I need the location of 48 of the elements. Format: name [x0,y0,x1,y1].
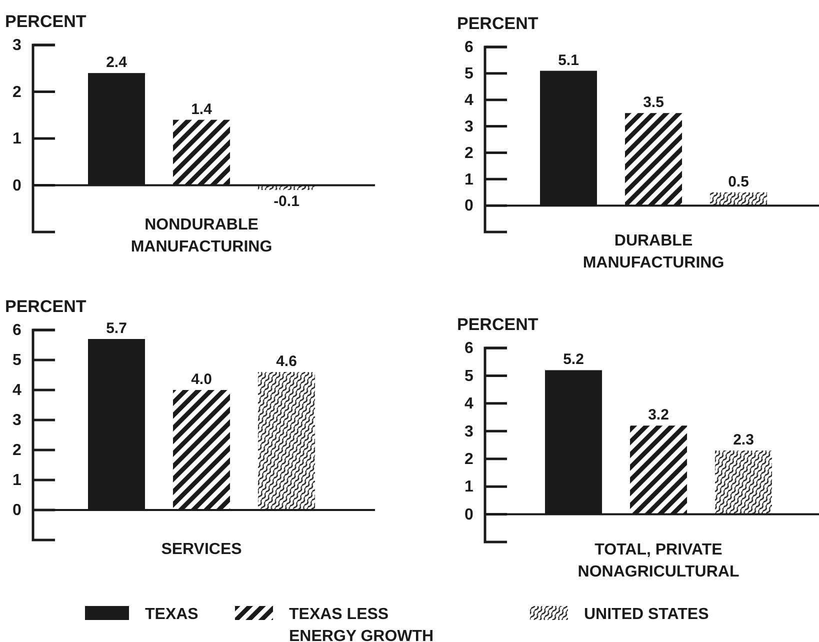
y-tick-label: 5 [464,368,474,385]
y-tick-label: 5 [464,66,474,83]
legend-label: TEXAS [145,606,199,623]
y-tick-label: 3 [12,37,22,54]
y-tick-label: 2 [464,144,474,162]
y-tick-label: 0 [12,502,22,520]
data-label: 5.1 [558,52,579,69]
y-tick-label: 2 [464,450,474,468]
y-axis-title: PERCENT [457,315,539,334]
x-axis-title: SERVICES [161,541,242,558]
data-label: 3.2 [648,406,669,424]
y-axis-title: PERCENT [5,12,87,31]
y-tick-label: 5 [12,352,22,370]
y-tick-label: 0 [12,177,22,194]
data-label: 5.7 [106,320,127,337]
y-tick-label: 3 [12,412,22,430]
y-tick-label: 1 [12,472,22,490]
y-tick-label: 4 [464,396,474,413]
y-tick-label: 6 [464,340,474,358]
y-tick-label: 1 [12,130,22,148]
y-tick-label: 2 [12,442,22,460]
y-tick-label: 0 [464,198,474,215]
data-label: 2.3 [733,432,754,449]
data-label: 5.2 [563,351,584,368]
data-label: 4.6 [276,353,297,370]
y-axis-title: PERCENT [457,14,539,33]
y-tick-label: 4 [12,382,22,400]
data-label: -0.1 [274,192,300,210]
x-axis-title: DURABLE MANUFACTURING [582,232,724,272]
y-tick-label: 3 [464,423,474,440]
y-tick-label: 6 [464,39,474,56]
data-label: 2.4 [106,54,128,72]
data-label: 3.5 [643,94,664,112]
y-tick-label: 1 [464,478,474,496]
y-tick-label: 2 [12,84,22,101]
y-tick-label: 3 [464,118,474,136]
y-tick-label: 1 [464,171,474,188]
x-axis-title: TOTAL, PRIVATE NONAGRICULTURAL [578,541,740,580]
x-axis-title: NONDURABLE MANUFACTURING [130,216,272,256]
y-tick-label: 0 [464,506,474,524]
data-label: 1.4 [191,100,213,118]
y-axis-title: PERCENT [5,297,87,316]
legend-label: UNITED STATES [584,606,710,623]
legend-label: TEXAS LESS ENERGY GROWTH [289,606,434,642]
y-tick-label: 6 [12,322,22,340]
data-label: 0.5 [728,173,749,190]
y-tick-label: 4 [464,92,474,109]
data-label: 4.0 [191,371,212,388]
